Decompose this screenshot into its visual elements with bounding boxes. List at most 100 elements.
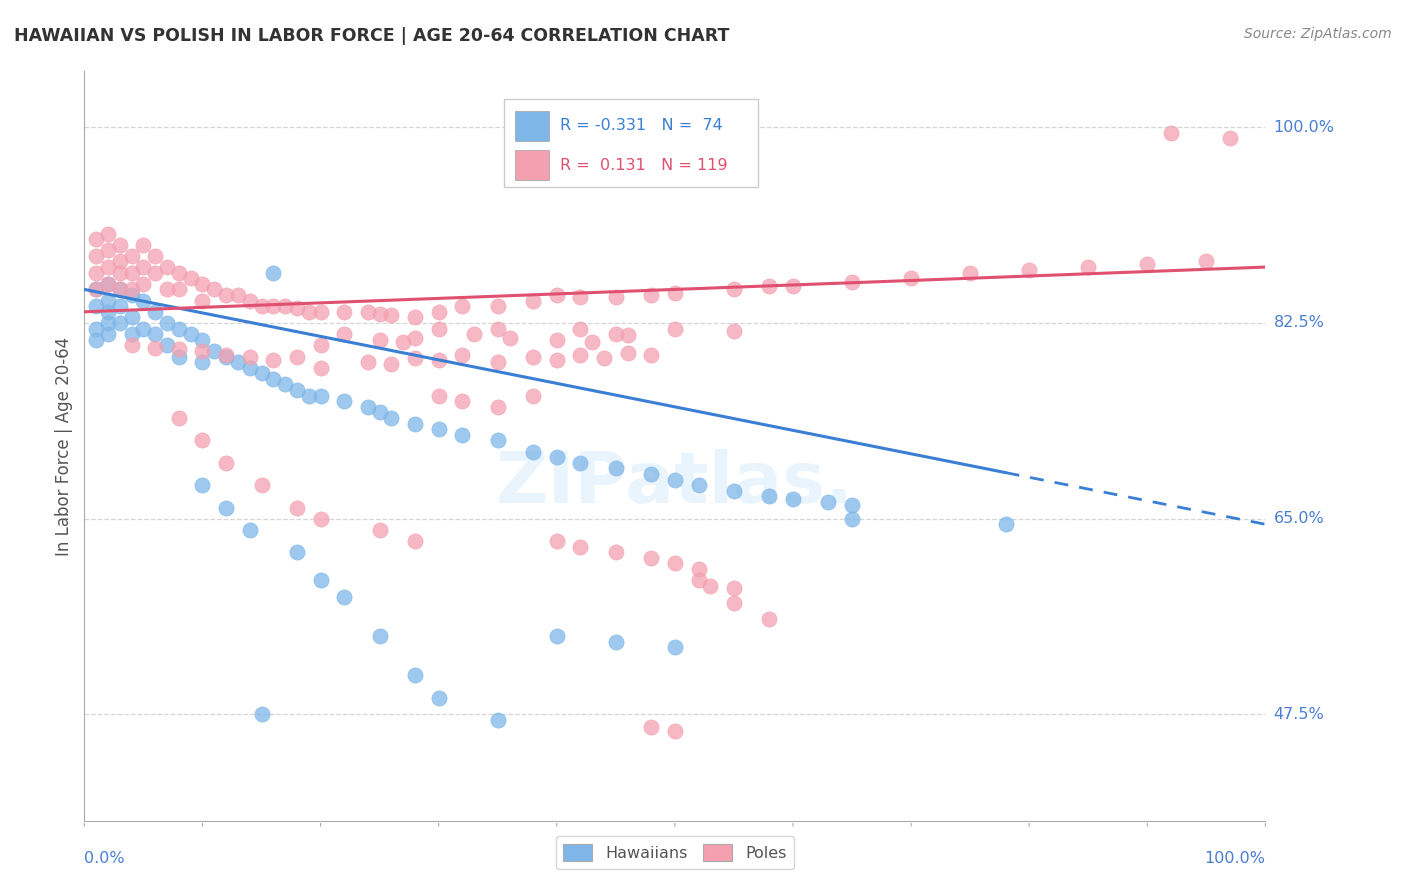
- Text: 47.5%: 47.5%: [1274, 706, 1324, 722]
- Point: [108, 282, 131, 296]
- Point: [486, 434, 509, 448]
- Point: [664, 724, 686, 739]
- Point: [368, 405, 391, 419]
- Point: [309, 511, 332, 525]
- Point: [427, 352, 450, 367]
- Point: [250, 299, 273, 313]
- Point: [309, 573, 332, 587]
- Point: [616, 346, 638, 360]
- Point: [108, 266, 131, 280]
- Point: [121, 327, 143, 342]
- Point: [723, 596, 745, 610]
- Point: [309, 389, 332, 403]
- Point: [84, 282, 107, 296]
- Point: [569, 321, 592, 335]
- Point: [191, 277, 214, 291]
- Point: [546, 629, 568, 643]
- Point: [239, 293, 262, 308]
- Point: [108, 254, 131, 268]
- Point: [84, 249, 107, 263]
- Point: [167, 282, 190, 296]
- Point: [546, 352, 568, 367]
- Point: [581, 334, 603, 349]
- Point: [688, 573, 710, 587]
- Point: [333, 590, 356, 604]
- Point: [84, 232, 107, 246]
- Point: [180, 327, 202, 342]
- Point: [640, 467, 662, 481]
- Point: [841, 498, 863, 512]
- Point: [640, 550, 662, 565]
- Point: [1077, 260, 1099, 274]
- Point: [368, 523, 391, 537]
- Point: [427, 305, 450, 319]
- Point: [262, 352, 284, 367]
- Point: [664, 321, 686, 335]
- Point: [841, 275, 863, 289]
- Point: [522, 350, 544, 364]
- Point: [167, 321, 190, 335]
- Point: [404, 310, 426, 325]
- Point: [605, 634, 627, 648]
- Point: [486, 355, 509, 369]
- Point: [640, 288, 662, 302]
- Point: [108, 237, 131, 252]
- Point: [143, 305, 166, 319]
- Point: [143, 341, 166, 355]
- Point: [239, 523, 262, 537]
- Point: [215, 348, 238, 362]
- Point: [357, 355, 380, 369]
- Point: [132, 293, 155, 308]
- Point: [404, 330, 426, 344]
- Point: [132, 277, 155, 291]
- Point: [121, 282, 143, 296]
- Point: [723, 581, 745, 595]
- Point: [309, 338, 332, 352]
- Text: 65.0%: 65.0%: [1274, 511, 1324, 526]
- Point: [758, 279, 780, 293]
- Point: [451, 299, 474, 313]
- Point: [121, 310, 143, 325]
- Point: [285, 301, 308, 316]
- Point: [143, 266, 166, 280]
- FancyBboxPatch shape: [503, 99, 758, 187]
- Point: [605, 290, 627, 304]
- Point: [215, 456, 238, 470]
- Point: [97, 260, 120, 274]
- Point: [486, 400, 509, 414]
- Point: [108, 282, 131, 296]
- Point: [1219, 131, 1241, 145]
- Point: [994, 517, 1017, 532]
- Point: [84, 321, 107, 335]
- Text: R = -0.331   N =  74: R = -0.331 N = 74: [561, 118, 723, 133]
- Point: [309, 360, 332, 375]
- Point: [167, 411, 190, 425]
- Point: [121, 338, 143, 352]
- Point: [202, 343, 225, 358]
- Point: [1136, 257, 1159, 271]
- Point: [97, 305, 120, 319]
- Point: [404, 417, 426, 431]
- Point: [640, 720, 662, 734]
- Text: Source: ZipAtlas.com: Source: ZipAtlas.com: [1244, 27, 1392, 41]
- Point: [108, 299, 131, 313]
- Point: [84, 333, 107, 347]
- Point: [605, 327, 627, 342]
- Point: [309, 305, 332, 319]
- Point: [250, 478, 273, 492]
- Point: [191, 293, 214, 308]
- Point: [723, 282, 745, 296]
- Point: [250, 707, 273, 722]
- Point: [841, 511, 863, 525]
- Point: [723, 324, 745, 338]
- Point: [451, 394, 474, 409]
- Point: [97, 277, 120, 291]
- Point: [97, 327, 120, 342]
- Point: [688, 478, 710, 492]
- Point: [463, 327, 485, 342]
- Point: [451, 427, 474, 442]
- Point: [108, 316, 131, 330]
- Point: [569, 290, 592, 304]
- Point: [132, 237, 155, 252]
- Point: [285, 500, 308, 515]
